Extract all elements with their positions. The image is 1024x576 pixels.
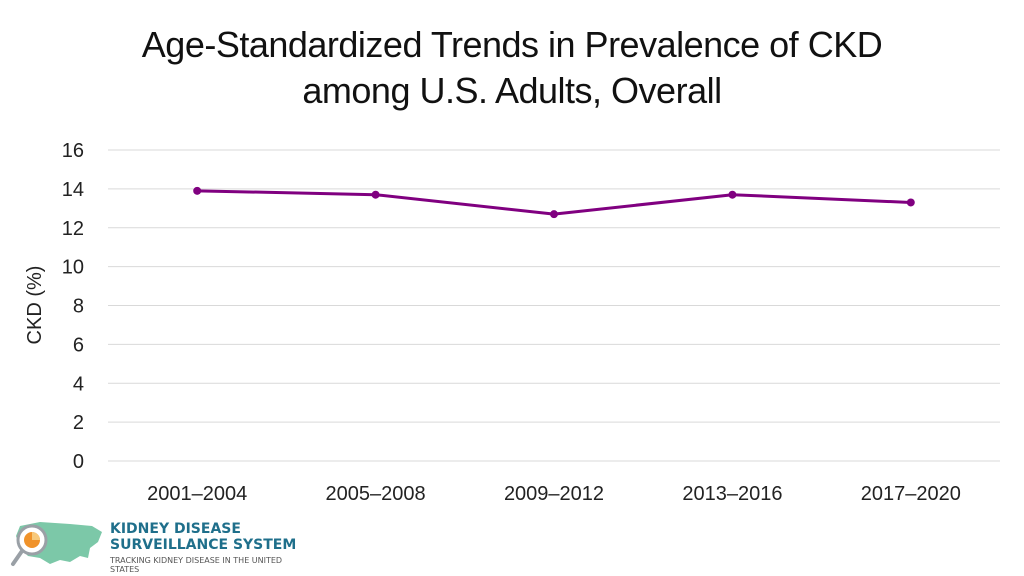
x-axis-ticks: 2001–2004 2005–2008 2009–2012 2013–2016 2017… <box>147 483 961 505</box>
y-tick-label-6: 6 <box>73 334 84 356</box>
y-tick-label-14: 14 <box>62 179 84 201</box>
y-tick-label-10: 10 <box>62 257 84 279</box>
data-point-3 <box>728 190 737 199</box>
y-tick-label-0: 0 <box>73 451 84 473</box>
logo-title-line1: KIDNEY DISEASE <box>110 521 241 537</box>
x-tick-label-0: 2001–2004 <box>147 483 247 505</box>
y-axis-title: CKD (%) <box>24 266 46 345</box>
logo-title-line2: SURVEILLANCE SYSTEM <box>110 537 297 553</box>
chart-title-line1: Age-Standardized Trends in Prevalence of… <box>141 24 883 65</box>
y-tick-label-2: 2 <box>73 412 84 434</box>
x-tick-label-3: 2013–2016 <box>682 483 782 505</box>
y-axis-ticks: 0 2 4 6 8 10 12 14 16 <box>62 140 84 473</box>
chart-title-line2: among U.S. Adults, Overall <box>302 70 722 111</box>
y-tick-label-8: 8 <box>73 296 84 318</box>
logo-tagline: TRACKING KIDNEY DISEASE IN THE UNITED ST… <box>110 556 283 574</box>
us-map-magnifier-icon <box>11 522 102 566</box>
y-tick-label-4: 4 <box>73 373 84 395</box>
data-point-0 <box>193 186 202 195</box>
y-tick-label-12: 12 <box>62 218 84 240</box>
gridlines <box>108 149 1000 462</box>
y-tick-label-16: 16 <box>62 140 84 162</box>
x-tick-label-2: 2009–2012 <box>504 483 604 505</box>
kdss-logo: KIDNEY DISEASE SURVEILLANCE SYSTEM TRACK… <box>10 518 300 574</box>
series-overall <box>193 186 915 219</box>
x-tick-label-1: 2005–2008 <box>326 483 426 505</box>
x-tick-label-4: 2017–2020 <box>861 483 961 505</box>
data-point-2 <box>550 210 558 219</box>
data-point-1 <box>371 190 380 199</box>
chart-title: Age-Standardized Trends in Prevalence of… <box>0 22 1024 114</box>
data-point-4 <box>906 198 915 207</box>
